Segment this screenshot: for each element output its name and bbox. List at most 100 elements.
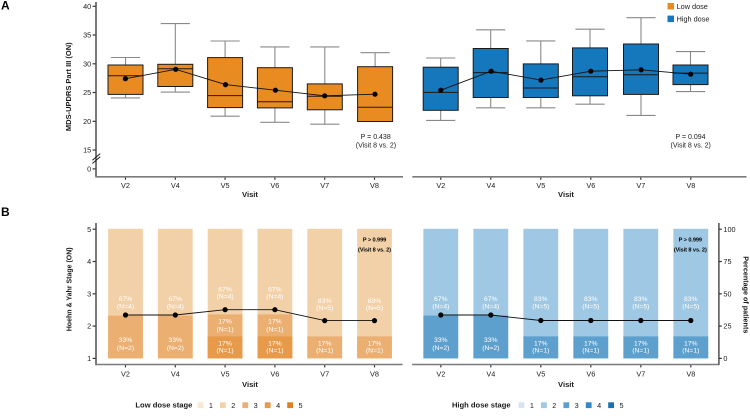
svg-text:V2: V2 bbox=[436, 181, 445, 190]
svg-text:67%: 67% bbox=[168, 296, 182, 303]
svg-text:P > 0.999: P > 0.999 bbox=[363, 238, 386, 244]
svg-text:67%: 67% bbox=[434, 296, 448, 303]
svg-text:2: 2 bbox=[87, 322, 91, 331]
svg-text:20: 20 bbox=[83, 117, 91, 126]
svg-text:(N=5): (N=5) bbox=[316, 305, 333, 312]
svg-text:Hoehn & Yahr Stage (ON): Hoehn & Yahr Stage (ON) bbox=[67, 247, 74, 331]
svg-text:4: 4 bbox=[597, 401, 601, 410]
svg-text:(N=5): (N=5) bbox=[682, 303, 699, 310]
svg-text:100: 100 bbox=[723, 225, 735, 234]
svg-text:V6: V6 bbox=[270, 369, 279, 378]
svg-text:3: 3 bbox=[575, 401, 579, 410]
svg-text:83%: 83% bbox=[368, 298, 382, 305]
svg-text:(N=1): (N=1) bbox=[217, 347, 234, 354]
svg-text:1: 1 bbox=[209, 401, 213, 410]
svg-text:(N=1): (N=1) bbox=[316, 347, 333, 354]
svg-text:17%: 17% bbox=[584, 340, 598, 347]
svg-text:(N=5): (N=5) bbox=[582, 303, 599, 310]
svg-text:4: 4 bbox=[87, 257, 91, 266]
svg-text:Visit: Visit bbox=[242, 380, 258, 389]
svg-text:83%: 83% bbox=[634, 296, 648, 303]
svg-text:2: 2 bbox=[231, 401, 235, 410]
svg-text:(N=4): (N=4) bbox=[266, 293, 283, 300]
svg-text:V7: V7 bbox=[320, 181, 329, 190]
svg-text:V8: V8 bbox=[370, 369, 379, 378]
svg-text:(N=2): (N=2) bbox=[432, 345, 449, 352]
svg-text:(N=1): (N=1) bbox=[266, 347, 283, 354]
svg-text:5: 5 bbox=[619, 401, 623, 410]
svg-text:17%: 17% bbox=[318, 340, 332, 347]
svg-text:A: A bbox=[1, 0, 10, 13]
svg-text:40: 40 bbox=[83, 2, 91, 11]
svg-text:V5: V5 bbox=[221, 369, 230, 378]
svg-text:B: B bbox=[1, 205, 10, 219]
svg-text:5: 5 bbox=[87, 225, 91, 234]
svg-text:Visit: Visit bbox=[558, 190, 574, 199]
svg-text:75: 75 bbox=[723, 257, 731, 266]
svg-text:33%: 33% bbox=[434, 337, 448, 344]
svg-text:25: 25 bbox=[723, 322, 731, 331]
svg-text:Visit: Visit bbox=[558, 380, 574, 389]
svg-text:4: 4 bbox=[276, 401, 280, 410]
svg-text:(N=4): (N=4) bbox=[167, 303, 184, 310]
svg-text:17%: 17% bbox=[218, 340, 232, 347]
svg-text:2: 2 bbox=[552, 401, 556, 410]
svg-text:0: 0 bbox=[723, 354, 727, 363]
svg-text:(N=2): (N=2) bbox=[482, 345, 499, 352]
svg-text:Low dose: Low dose bbox=[677, 2, 708, 11]
svg-text:30: 30 bbox=[83, 59, 91, 68]
svg-text:V8: V8 bbox=[686, 181, 695, 190]
svg-text:(N=1): (N=1) bbox=[632, 347, 649, 354]
svg-text:0: 0 bbox=[87, 165, 91, 174]
svg-text:1: 1 bbox=[87, 354, 91, 363]
svg-text:(Visit 8 vs. 2): (Visit 8 vs. 2) bbox=[674, 247, 707, 253]
svg-text:(Visit 8 vs. 2): (Visit 8 vs. 2) bbox=[671, 142, 711, 149]
svg-text:83%: 83% bbox=[534, 296, 548, 303]
svg-text:(N=4): (N=4) bbox=[432, 303, 449, 310]
svg-text:MDS-UPDRS Part III (ON): MDS-UPDRS Part III (ON) bbox=[64, 42, 73, 131]
svg-text:17%: 17% bbox=[534, 340, 548, 347]
svg-text:V7: V7 bbox=[320, 369, 329, 378]
svg-text:33%: 33% bbox=[168, 337, 182, 344]
svg-text:17%: 17% bbox=[634, 340, 648, 347]
svg-text:High dose stage: High dose stage bbox=[452, 400, 511, 409]
svg-text:V6: V6 bbox=[586, 181, 595, 190]
svg-text:V8: V8 bbox=[686, 369, 695, 378]
svg-text:83%: 83% bbox=[684, 296, 698, 303]
svg-text:25: 25 bbox=[83, 88, 91, 97]
svg-text:(N=1): (N=1) bbox=[582, 347, 599, 354]
svg-text:(N=4): (N=4) bbox=[117, 303, 134, 310]
svg-text:V5: V5 bbox=[536, 369, 545, 378]
svg-text:(N=5): (N=5) bbox=[366, 305, 383, 312]
svg-text:V5: V5 bbox=[536, 181, 545, 190]
svg-text:33%: 33% bbox=[484, 337, 498, 344]
svg-text:3: 3 bbox=[87, 289, 91, 298]
svg-text:V4: V4 bbox=[486, 369, 495, 378]
svg-text:(N=5): (N=5) bbox=[632, 303, 649, 310]
svg-text:67%: 67% bbox=[484, 296, 498, 303]
svg-text:50: 50 bbox=[723, 289, 731, 298]
svg-text:(N=1): (N=1) bbox=[532, 347, 549, 354]
svg-text:V6: V6 bbox=[586, 369, 595, 378]
svg-text:17%: 17% bbox=[218, 319, 232, 326]
svg-text:35: 35 bbox=[83, 31, 91, 40]
svg-text:P = 0.094: P = 0.094 bbox=[675, 134, 705, 141]
svg-text:(N=1): (N=1) bbox=[682, 347, 699, 354]
svg-text:V7: V7 bbox=[636, 181, 645, 190]
svg-text:V6: V6 bbox=[270, 181, 279, 190]
svg-text:V2: V2 bbox=[436, 369, 445, 378]
svg-text:Percentage of patients: Percentage of patients bbox=[742, 256, 750, 333]
svg-text:V7: V7 bbox=[636, 369, 645, 378]
svg-text:V5: V5 bbox=[221, 181, 230, 190]
svg-text:P = 0.438: P = 0.438 bbox=[361, 134, 391, 141]
svg-text:(Visit 8 vs. 2): (Visit 8 vs. 2) bbox=[356, 142, 396, 149]
svg-text:67%: 67% bbox=[119, 296, 133, 303]
svg-text:17%: 17% bbox=[368, 340, 382, 347]
svg-text:17%: 17% bbox=[268, 319, 282, 326]
svg-text:5: 5 bbox=[298, 401, 302, 410]
svg-text:V2: V2 bbox=[121, 369, 130, 378]
svg-text:V4: V4 bbox=[171, 181, 180, 190]
svg-text:(N=1): (N=1) bbox=[266, 326, 283, 333]
svg-text:V2: V2 bbox=[121, 181, 130, 190]
svg-text:83%: 83% bbox=[318, 298, 332, 305]
